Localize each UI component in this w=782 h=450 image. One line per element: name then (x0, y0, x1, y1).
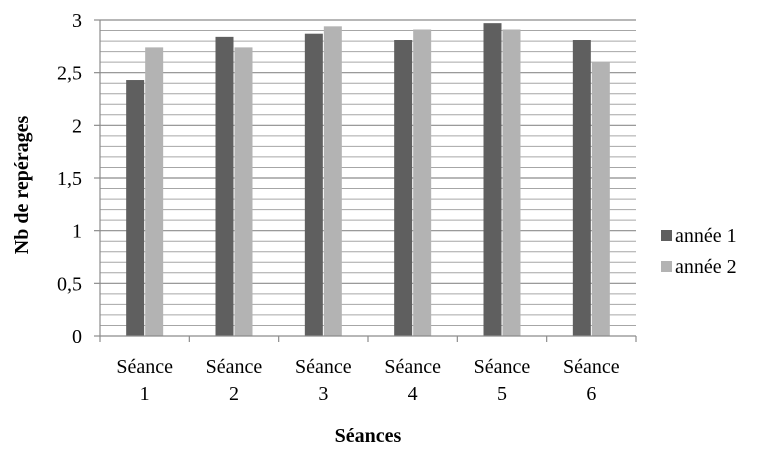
y-tick-label: 1 (72, 221, 82, 243)
y-tick-label: 0 (72, 326, 82, 348)
x-tick-label: 2 (229, 383, 239, 405)
bar-année-2-5 (502, 29, 521, 336)
x-tick-label: 6 (586, 383, 596, 405)
bar-année-2-4 (413, 29, 432, 336)
y-tick-label: 2 (72, 115, 82, 137)
bar-année-2-1 (145, 47, 164, 337)
y-tick-label: 3 (72, 10, 82, 32)
legend-swatch (661, 261, 672, 272)
y-tick-label: 1,5 (57, 168, 82, 190)
x-tick-label: 1 (140, 383, 150, 405)
x-tick-label: 5 (497, 383, 507, 405)
gridlines (100, 19, 636, 326)
bar-année-1-2 (215, 36, 234, 336)
bar-année-2-6 (591, 62, 610, 337)
legend: année 1 année 2 (661, 225, 737, 278)
axes (94, 19, 637, 342)
x-tick-label: Séance (384, 356, 441, 378)
x-tick-label: Séance (116, 356, 173, 378)
legend-label: année 2 (675, 256, 737, 278)
y-tick-label: 2,5 (57, 63, 82, 85)
x-tick-label: 4 (408, 383, 418, 405)
x-axis-title: Séances (335, 425, 402, 447)
legend-swatch (661, 230, 672, 241)
x-tick-label: Séance (563, 356, 620, 378)
bar-année-2-3 (323, 26, 342, 336)
bar-année-1-5 (483, 23, 502, 336)
bars (126, 23, 610, 337)
bar-année-2-2 (234, 47, 253, 337)
legend-label: année 1 (675, 225, 737, 247)
y-axis-title: Nb de repérages (11, 116, 33, 255)
bar-année-1-3 (304, 33, 323, 337)
x-tick-label: Séance (474, 356, 531, 378)
y-tick-label: 0,5 (57, 273, 82, 295)
bar-année-1-1 (126, 80, 145, 336)
bar-année-1-6 (572, 40, 591, 336)
y-tick-labels: 0 0,5 1 1,5 2 2,5 3 (57, 10, 82, 348)
x-tick-label: Séance (206, 356, 263, 378)
x-tick-label: 3 (318, 383, 328, 405)
x-tick-label: Séance (295, 356, 352, 378)
x-tick-labels: Séance 1 Séance 2 Séance 3 Séance 4 Séance 5 Séanc… (116, 356, 619, 405)
bar-année-1-4 (394, 40, 413, 336)
